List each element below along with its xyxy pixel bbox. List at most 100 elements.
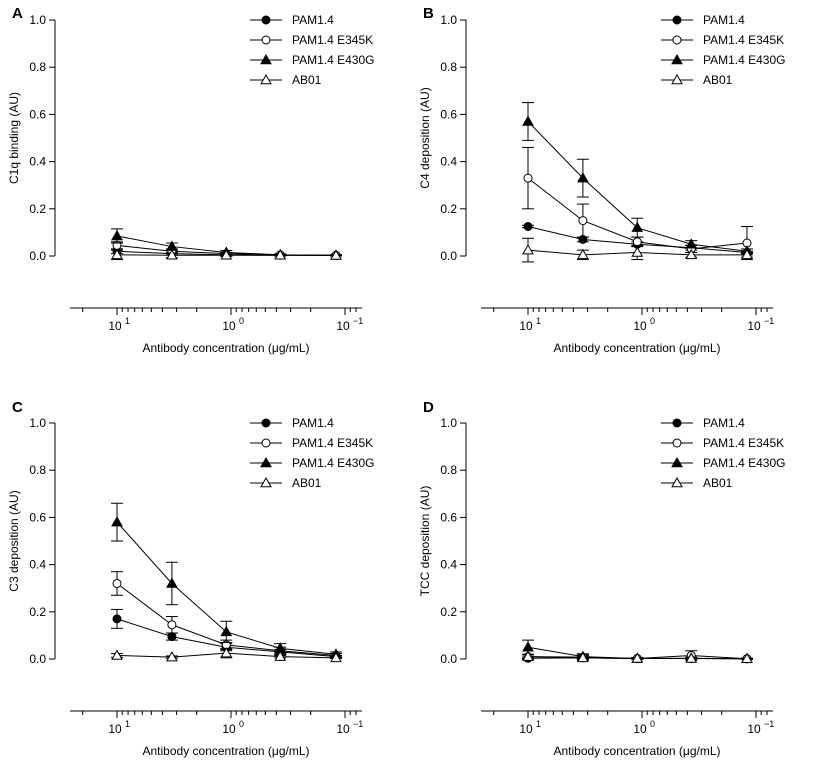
x-tick-label: 10 [222, 722, 236, 736]
data-point [274, 249, 287, 260]
panel-letter-a: A [12, 5, 23, 22]
data-point [167, 632, 177, 642]
y-tick-label: 0.2 [29, 202, 46, 216]
panel-b: B0.00.20.40.60.81.0C4 deposition (AU)10 1… [418, 5, 786, 355]
x-axis-title: Antibody concentration (μg/mL) [554, 341, 721, 355]
x-tick-exponent: −1 [764, 316, 774, 326]
x-tick-exponent: 1 [536, 316, 541, 326]
x-tick-label: 10 [519, 722, 533, 736]
data-point [522, 244, 534, 255]
y-tick-label: 0.0 [29, 652, 46, 666]
data-point [523, 173, 533, 183]
x-tick-label: 10 [633, 722, 647, 736]
legend-label: AB01 [703, 73, 733, 87]
data-point [522, 115, 534, 126]
legend-marker [260, 476, 272, 488]
x-tick-exponent: 1 [125, 719, 130, 729]
y-tick-label: 0.8 [440, 60, 457, 74]
legend-label: AB01 [292, 73, 322, 87]
series-pam1-4-e345k [111, 571, 342, 660]
legend-marker [261, 35, 271, 45]
y-tick-label: 1.0 [29, 416, 46, 430]
legend-label: PAM1.4 E430G [703, 456, 786, 470]
y-axis-title: C3 deposition (AU) [7, 490, 21, 591]
data-point [522, 641, 534, 652]
data-point [741, 248, 753, 260]
y-tick-label: 0.6 [440, 510, 457, 524]
legend-marker [261, 418, 271, 428]
data-point [220, 249, 233, 260]
x-tick-label: 10 [222, 319, 236, 333]
x-tick-exponent: −1 [353, 316, 363, 326]
data-point [166, 577, 178, 588]
data-point [577, 651, 589, 663]
legend-marker [672, 438, 682, 448]
series-pam1-4-e430g [111, 502, 342, 659]
x-tick-label: 10 [747, 319, 761, 333]
legend-label: PAM1.4 E430G [292, 53, 375, 67]
x-tick-label: 10 [108, 722, 122, 736]
y-tick-label: 0.8 [440, 463, 457, 477]
data-point [631, 652, 644, 663]
y-tick-label: 0.0 [440, 652, 457, 666]
panel-letter-c: C [12, 399, 23, 416]
data-point [220, 625, 233, 637]
data-point [631, 246, 644, 257]
data-point [166, 249, 178, 260]
x-tick-exponent: 0 [239, 316, 244, 326]
y-tick-label: 0.6 [29, 510, 46, 524]
data-point [685, 238, 698, 249]
x-tick-exponent: −1 [353, 719, 363, 729]
y-tick-label: 0.4 [29, 155, 46, 169]
data-point [112, 614, 122, 624]
x-tick-exponent: 1 [125, 316, 130, 326]
series-pam1-4-e430g [522, 102, 753, 256]
y-tick-label: 0.2 [440, 202, 457, 216]
data-point [330, 249, 342, 260]
x-tick-exponent: 0 [650, 316, 655, 326]
legend-marker [671, 73, 683, 85]
data-point [577, 248, 589, 260]
series-ab01 [111, 647, 342, 663]
legend-label: PAM1.4 E430G [292, 456, 375, 470]
data-point [111, 229, 123, 241]
x-axis-title: Antibody concentration (μg/mL) [554, 744, 721, 758]
panel-letter-b: B [423, 5, 434, 22]
legend-label: PAM1.4 E345K [703, 33, 784, 47]
legend-label: PAM1.4 [292, 13, 334, 27]
data-point [111, 516, 123, 527]
x-tick-exponent: 0 [239, 719, 244, 729]
legend-marker [261, 438, 271, 448]
y-tick-label: 1.0 [29, 13, 46, 27]
x-tick-exponent: 1 [536, 719, 541, 729]
data-point [685, 248, 698, 260]
x-axis-title: Antibody concentration (μg/mL) [143, 744, 310, 758]
y-tick-label: 0.6 [29, 107, 46, 121]
y-tick-label: 0.4 [440, 155, 457, 169]
y-tick-label: 0.8 [29, 60, 46, 74]
legend-label: PAM1.4 E345K [292, 436, 373, 450]
y-tick-label: 1.0 [440, 13, 457, 27]
series-ab01 [522, 237, 753, 263]
y-tick-label: 0.4 [440, 558, 457, 572]
legend-marker [671, 53, 683, 65]
x-tick-label: 10 [633, 319, 647, 333]
panel-letter-d: D [423, 399, 434, 416]
legend-label: PAM1.4 E345K [292, 33, 373, 47]
data-point [631, 221, 644, 232]
y-tick-label: 0.4 [29, 558, 46, 572]
legend-label: PAM1.4 E345K [703, 436, 784, 450]
legend-marker [671, 476, 683, 488]
y-axis-title: TCC deposition (AU) [418, 486, 432, 597]
y-axis-title: C4 deposition (AU) [418, 87, 432, 188]
legend-marker [671, 456, 683, 468]
data-point [166, 651, 178, 662]
x-tick-label: 10 [336, 722, 350, 736]
legend-label: PAM1.4 [703, 416, 745, 430]
legend-marker [672, 418, 682, 428]
y-tick-label: 0.0 [440, 249, 457, 263]
y-tick-label: 0.0 [29, 249, 46, 263]
legend-label: PAM1.4 [703, 13, 745, 27]
